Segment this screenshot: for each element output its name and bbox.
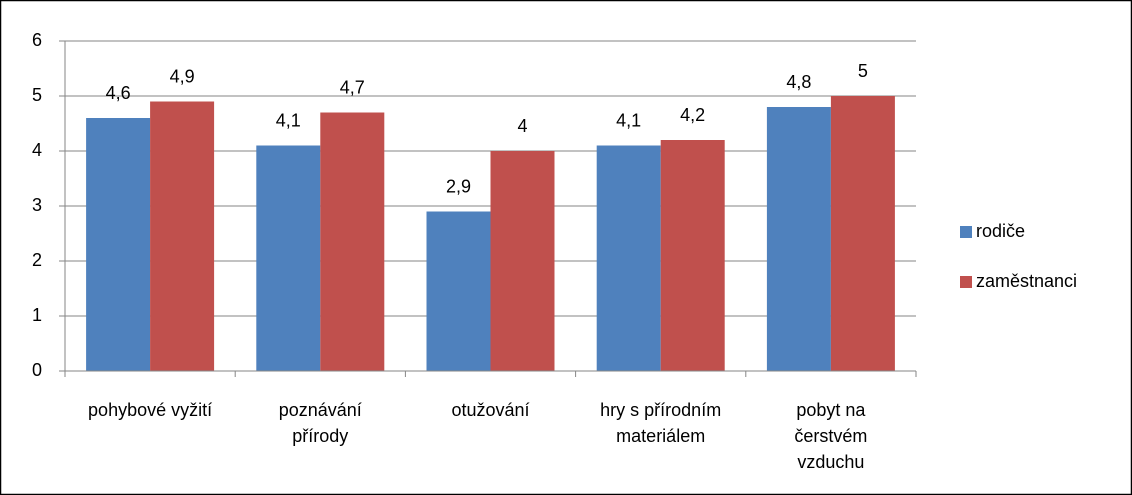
bar (320, 112, 385, 371)
legend-label: zaměstnanci (976, 271, 1077, 291)
bar (256, 145, 321, 371)
y-tick-label: 0 (32, 360, 42, 380)
y-tick-label: 2 (32, 250, 42, 270)
bar (150, 101, 215, 371)
legend-swatch (960, 276, 972, 288)
x-tick-label: pobyt na čerstvém vzduchu (794, 400, 868, 472)
y-tick-label: 4 (32, 140, 42, 160)
bar (660, 140, 725, 371)
data-label: 4,1 (616, 110, 641, 130)
bar (766, 107, 831, 371)
bar (490, 151, 555, 371)
x-tick-label: poznávání přírody (278, 400, 362, 446)
bar (830, 96, 895, 371)
data-label: 2,9 (446, 176, 471, 196)
data-label: 5 (858, 61, 868, 81)
data-label: 4,1 (276, 110, 301, 130)
data-label: 4,8 (786, 72, 811, 92)
legend-label: rodiče (976, 221, 1025, 241)
y-tick-label: 6 (32, 30, 42, 50)
x-tick-label: hry s přírodním materiálem (600, 400, 722, 446)
bar (596, 145, 661, 371)
data-label: 4 (517, 116, 527, 136)
legend-swatch (960, 226, 972, 238)
bar (86, 118, 151, 371)
y-tick-label: 1 (32, 305, 42, 325)
data-label: 4,7 (340, 77, 365, 97)
bar (426, 211, 491, 371)
data-label: 4,9 (170, 66, 195, 86)
data-label: 4,2 (680, 105, 705, 125)
y-tick-label: 5 (32, 85, 42, 105)
y-tick-label: 3 (32, 195, 42, 215)
x-tick-label: otužování (451, 400, 530, 420)
x-tick-label: pohybové vyžití (88, 400, 213, 420)
data-label: 4,6 (106, 83, 131, 103)
